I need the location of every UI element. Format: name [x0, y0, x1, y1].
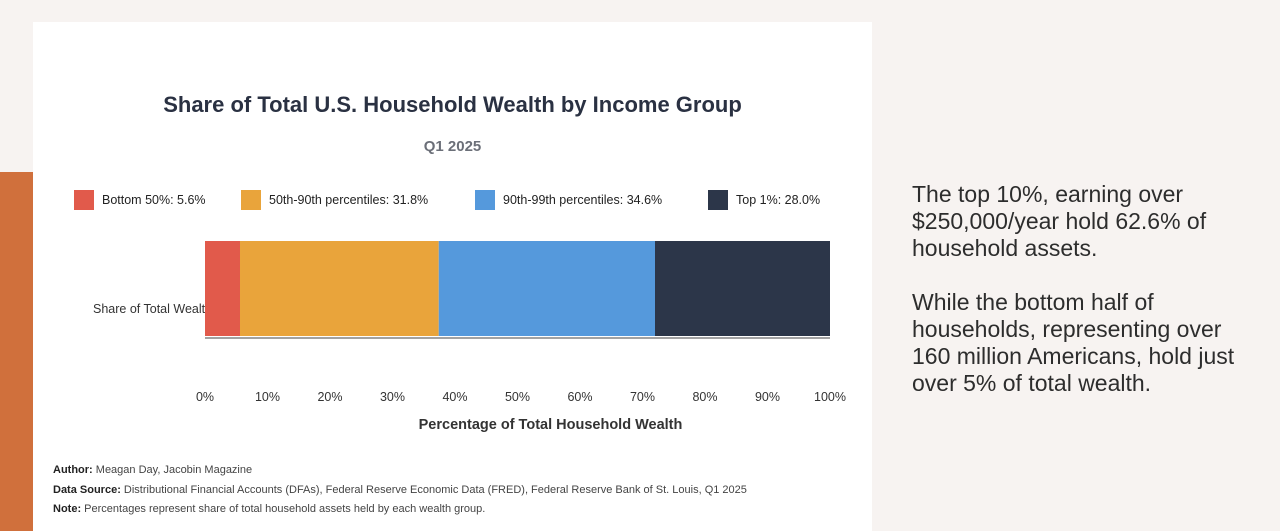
legend-label: 50th-90th percentiles: 31.8%	[269, 193, 429, 207]
footer-source-label: Data Source:	[53, 484, 121, 496]
side-paragraph-1: The top 10%, earning over $250,000/year …	[912, 181, 1207, 261]
x-axis-title: Percentage of Total Household Wealth	[418, 417, 683, 433]
legend-label: Bottom 50%: 5.6%	[102, 193, 206, 207]
x-tick-label: 90%	[754, 390, 781, 404]
bar-segment-3	[655, 241, 830, 336]
legend-swatch	[241, 190, 261, 210]
x-tick-label: 30%	[379, 390, 406, 404]
chart-subtitle: Q1 2025	[423, 138, 482, 155]
legend-item-bottom-50: Bottom 50%: 5.6%	[74, 189, 206, 211]
category-label: Share of Total Wealth	[93, 302, 213, 316]
chart-plot	[205, 241, 830, 339]
footer-source: Data Source: Distributional Financial Ac…	[53, 484, 747, 496]
legend-swatch	[708, 190, 728, 210]
chart-title: Share of Total U.S. Household Wealth by …	[163, 92, 742, 117]
footer-author: Author: Meagan Day, Jacobin Magazine	[53, 464, 252, 476]
x-tick-label: 100%	[814, 390, 846, 404]
x-tick-label: 80%	[692, 390, 718, 404]
x-tick-label: 60%	[567, 390, 593, 404]
bar-segment-1	[240, 241, 439, 336]
side-paragraph-2: While the bottom half of households, rep…	[912, 289, 1235, 396]
footer-author-text: Meagan Day, Jacobin Magazine	[95, 464, 253, 476]
legend-swatch	[475, 190, 495, 210]
chart-card: Share of Total U.S. Household Wealth by …	[33, 22, 872, 531]
bar-segment-0	[205, 241, 240, 336]
x-tick-label: 70%	[629, 390, 656, 404]
footer-note-label: Note:	[53, 503, 82, 515]
x-tick-label: 0%	[195, 390, 215, 404]
footer-note-text: Percentages represent share of total hou…	[84, 503, 486, 515]
accent-bar	[0, 172, 33, 531]
footer-author-label: Author:	[53, 464, 93, 476]
bar-segment-2	[438, 241, 655, 336]
legend-swatch	[74, 190, 94, 210]
legend-label: Top 1%: 28.0%	[736, 193, 821, 207]
legend-item-90-99: 90th-99th percentiles: 34.6%	[475, 189, 662, 211]
x-tick-label: 40%	[442, 390, 468, 404]
x-tick-label: 20%	[317, 390, 343, 404]
footer-note: Note: Percentages represent share of tot…	[53, 503, 485, 515]
legend-item-top-1: Top 1%: 28.0%	[708, 189, 820, 211]
legend-label: 90th-99th percentiles: 34.6%	[503, 193, 663, 207]
x-tick-label: 50%	[504, 390, 531, 404]
footer-source-text: Distributional Financial Accounts (DFAs)…	[123, 484, 747, 496]
x-tick-label: 10%	[254, 390, 281, 404]
legend-item-50-90: 50th-90th percentiles: 31.8%	[241, 189, 428, 211]
